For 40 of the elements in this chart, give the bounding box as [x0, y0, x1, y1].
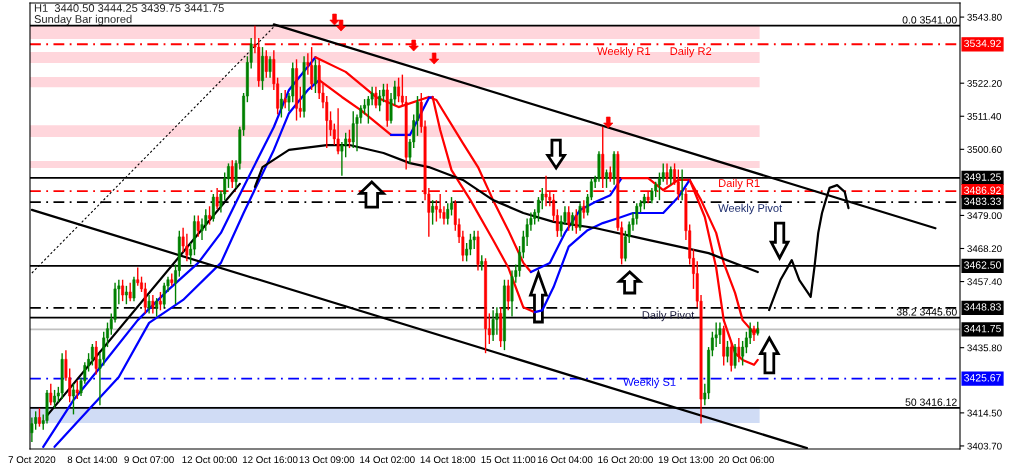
chart-title: H1 3440.50 3444.25 3439.75 3441.75	[34, 4, 224, 12]
x-tick-label: 12 Oct 16:00	[242, 456, 298, 464]
ref-line-label: 3491.25	[964, 173, 1001, 181]
annotation: Daily R1	[719, 178, 760, 190]
y-tick-label: 3403.70	[967, 442, 1002, 450]
y-tick-label: 3414.50	[967, 409, 1002, 417]
x-tick-label: 20 Oct 06:00	[719, 456, 774, 464]
ref-line-label: 50 3416.12	[905, 398, 957, 406]
ref-line-label: 3483.33	[964, 197, 1001, 205]
y-tick-label: 3543.80	[967, 13, 1002, 21]
x-tick-label: 13 Oct 09:00	[299, 456, 355, 464]
ref-line-label: 3448.83	[964, 303, 1001, 311]
y-tick-label: 3468.20	[967, 245, 1002, 253]
y-tick-label: 3435.80	[967, 344, 1002, 352]
ref-line-label: 0.0 3541.00	[902, 16, 957, 24]
y-tick-label: 3511.40	[967, 112, 1001, 120]
annotation: Daily R2	[670, 46, 712, 58]
ref-line-label: 3425.67	[964, 374, 1001, 382]
ref-line-label: 38.2 3445.60	[896, 308, 957, 316]
text: Sunday Bar ignored	[34, 14, 132, 26]
x-tick-label: 15 Oct 11:00	[481, 456, 536, 464]
ref-line-label: 3534.92	[964, 39, 1001, 48]
y-tick-label: 3479.00	[967, 212, 1002, 220]
ref-line-label: 3486.92	[964, 186, 1001, 194]
y-tick-label: 3522.20	[967, 79, 1002, 87]
annotation: Weekly R1	[597, 46, 651, 58]
y-tick-label: 3457.40	[967, 278, 1002, 286]
ref-line-label: 3441.75	[964, 324, 1001, 333]
y-tick-label: 3500.60	[967, 146, 1002, 153]
x-tick-label: 14 Oct 18:00	[420, 456, 476, 464]
x-tick-label: 16 Oct 04:00	[537, 456, 593, 464]
annotation: Weekly Pivot	[718, 203, 783, 215]
x-tick-label: 16 Oct 20:00	[598, 456, 653, 464]
x-tick-label: 8 Oct 14:00	[67, 456, 118, 464]
x-tick-label: 9 Oct 07:00	[124, 456, 174, 464]
x-tick-label: 7 Oct 2020	[8, 456, 56, 464]
x-tick-label: 14 Oct 02:00	[360, 456, 415, 464]
x-tick-label: 12 Oct 00:00	[182, 456, 238, 464]
ref-line-label: 3462.50	[964, 261, 1001, 269]
x-tick-label: 19 Oct 13:00	[658, 456, 714, 464]
